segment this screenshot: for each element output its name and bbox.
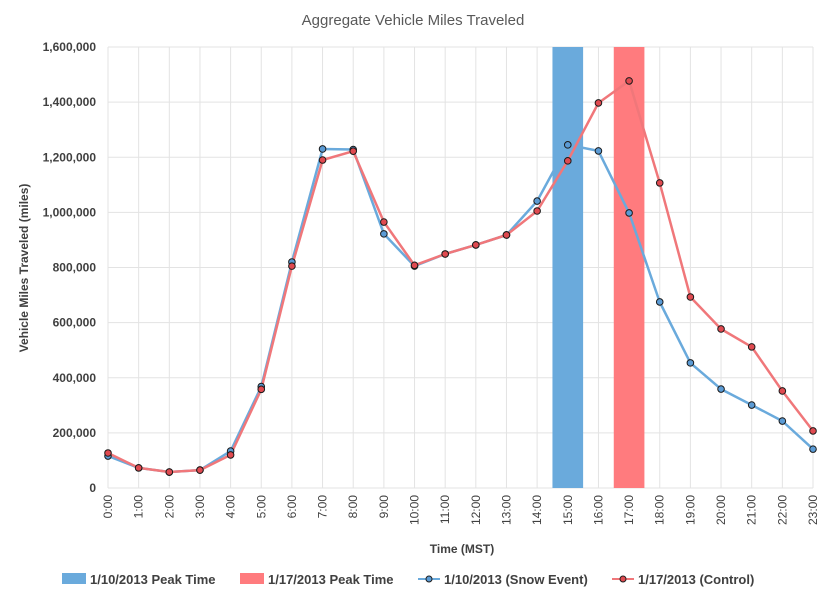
x-tick-label: 10:00 [408,495,422,525]
data-point-series-1 [533,207,541,215]
legend-label-series-0: 1/10/2013 (Snow Event) [444,572,588,587]
x-tick-label: 11:00 [438,495,452,524]
data-point-series-1 [686,293,695,301]
x-tick-label: 23:00 [806,495,820,525]
data-point-series-1 [625,77,633,85]
data-point-series-1 [196,466,204,474]
y-tick-label: 1,200,000 [43,150,97,164]
peak-bands [552,47,645,488]
data-point-series-1 [809,427,817,435]
y-tick-label: 200,000 [53,426,97,440]
x-axis-label: Time (MST) [430,542,494,556]
legend: 1/10/2013 Peak Time 1/17/2013 Peak Time … [62,572,754,587]
x-tick-label: 15:00 [561,495,575,525]
y-tick-label: 1,000,000 [43,205,97,219]
legend-label-band-1: 1/17/2013 Peak Time [268,572,394,587]
peak-band-1 [613,47,645,488]
data-point-series-0 [563,141,572,149]
data-point-series-0 [594,147,603,155]
data-point-series-1 [380,218,388,226]
x-tick-label: 13:00 [499,495,513,525]
y-tick-label: 400,000 [53,371,97,385]
x-tick-label: 4:00 [224,495,238,519]
data-point-series-1 [563,157,572,165]
peak-band-0 [552,47,584,488]
data-point-series-1 [134,464,143,472]
x-tick-label: 20:00 [714,495,728,525]
x-tick-label: 6:00 [285,495,299,519]
legend-marker-series-0 [425,575,433,583]
data-point-series-1 [257,385,266,394]
y-tick-label: 1,600,000 [43,40,97,54]
x-tick-label: 3:00 [193,495,207,519]
legend-marker-series-1 [619,575,627,583]
series-line-1 [107,79,814,474]
data-point-series-1 [717,325,725,333]
x-tick-label: 0:00 [101,495,115,519]
data-point-series-1 [165,468,174,476]
series-line-0 [107,143,814,474]
data-point-series-0 [318,145,327,153]
x-tick-label: 18:00 [653,495,667,525]
y-tick-label: 800,000 [53,261,97,275]
x-tick-label: 14:00 [530,495,544,525]
data-point-series-1 [441,250,449,258]
data-point-series-1 [349,147,358,155]
x-tick-label: 17:00 [622,495,636,525]
x-tick-label: 7:00 [316,495,330,519]
data-point-series-1 [655,179,664,187]
x-tick-label: 2:00 [162,495,176,519]
x-tick-label: 19:00 [683,495,697,525]
y-axis-label: Vehicle Miles Traveled (miles) [17,184,31,353]
data-point-series-1 [747,343,756,351]
data-point-series-0 [655,298,664,306]
x-tick-label: 9:00 [377,495,391,519]
x-tick-label: 8:00 [346,495,360,519]
y-tick-label: 600,000 [53,316,97,330]
x-tick-labels: 0:00 1:00 2:00 3:00 4:00 5:00 6:00 7:00 8:00 9:00… [101,495,820,525]
data-point-series-0 [686,359,695,367]
data-point-series-1 [410,261,419,270]
data-point-series-0 [380,230,388,238]
data-point-series-1 [778,387,787,395]
legend-label-band-0: 1/10/2013 Peak Time [90,572,216,587]
data-point-series-1 [288,262,296,270]
y-tick-label: 0 [89,481,96,495]
x-tick-label: 21:00 [745,495,759,525]
data-point-series-0 [747,401,756,409]
legend-label-series-1: 1/17/2013 (Control) [638,572,754,587]
legend-swatch-band-1 [240,573,264,584]
x-tick-label: 16:00 [591,495,605,525]
data-point-series-1 [318,156,327,164]
data-point-series-0 [717,385,725,393]
y-tick-labels: 0 200,000 400,000 600,000 800,000 1,000,000 1,… [43,40,97,495]
data-point-series-1 [502,231,511,239]
series-lines [104,77,817,476]
x-tick-label: 22:00 [775,495,789,525]
x-tick-label: 5:00 [254,495,268,519]
gridlines [107,46,814,489]
chart-title: Aggregate Vehicle Miles Traveled [302,12,525,29]
data-point-series-0 [809,445,817,453]
data-point-series-0 [533,197,541,205]
x-tick-label: 12:00 [469,495,483,525]
data-point-series-0 [778,417,787,425]
legend-swatch-band-0 [62,573,86,584]
data-point-series-1 [226,451,235,459]
data-point-series-1 [594,99,603,107]
data-point-series-1 [104,449,112,457]
data-point-series-1 [472,241,480,249]
data-point-series-0 [625,209,633,217]
x-tick-label: 1:00 [132,495,146,519]
y-tick-label: 1,400,000 [43,95,97,109]
